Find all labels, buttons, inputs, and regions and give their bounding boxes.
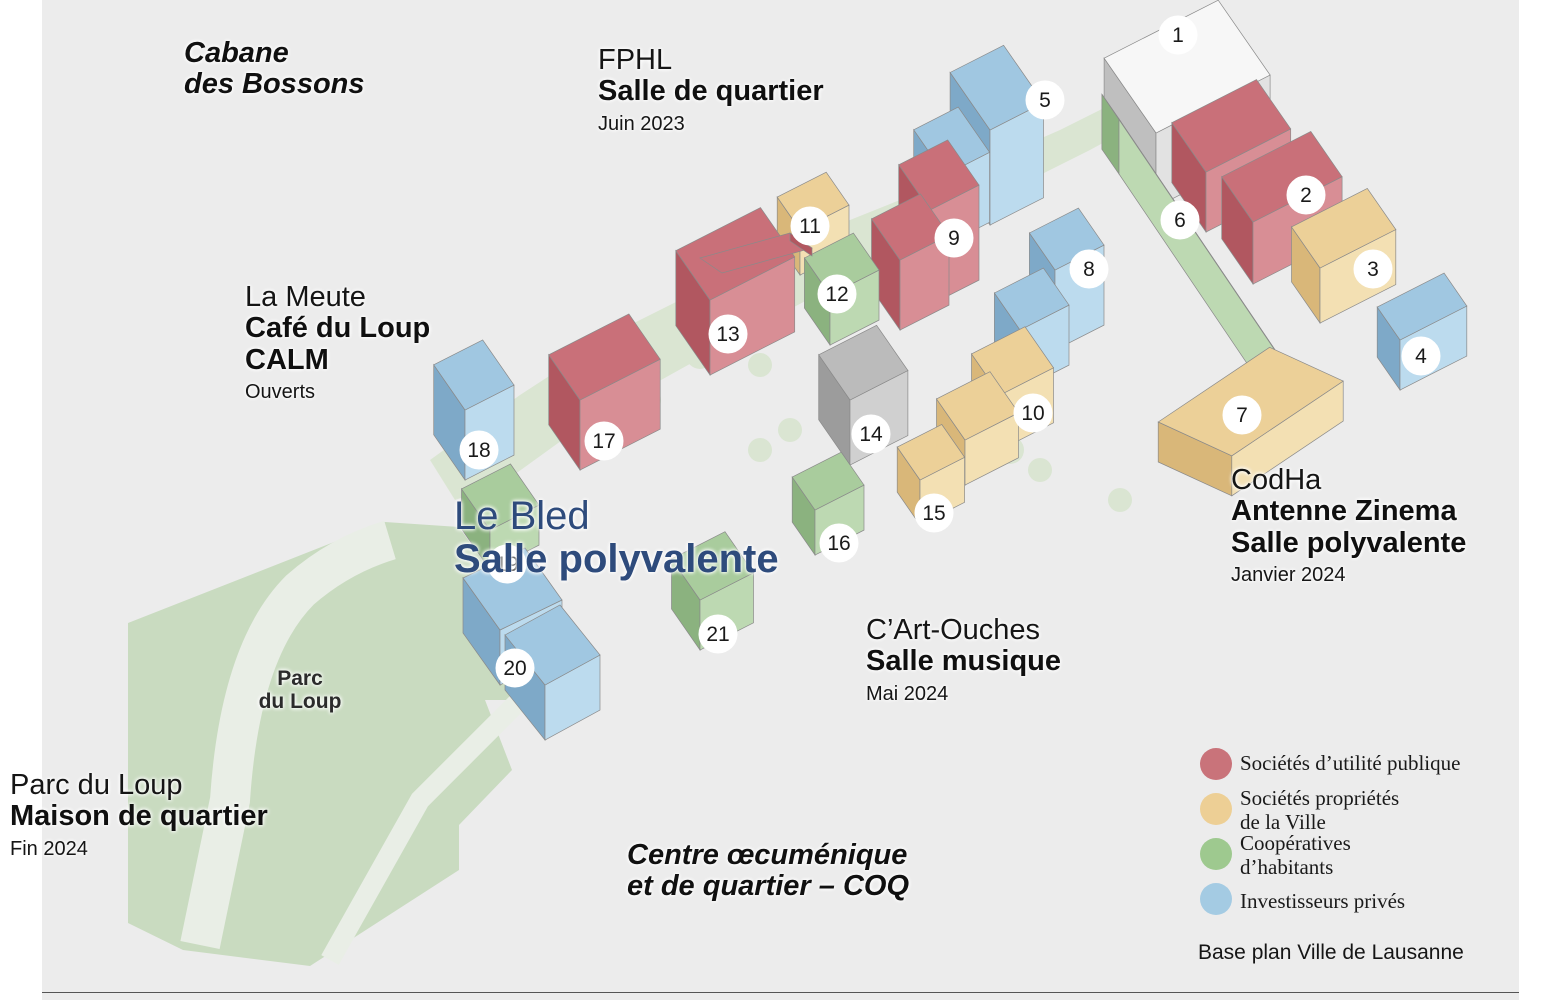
svg-text:10: 10	[1021, 402, 1044, 425]
svg-text:18: 18	[467, 439, 490, 462]
svg-text:9: 9	[948, 227, 960, 250]
svg-text:13: 13	[716, 323, 739, 346]
svg-text:15: 15	[922, 502, 945, 525]
svg-text:1: 1	[1172, 24, 1184, 47]
svg-text:21: 21	[706, 623, 729, 646]
svg-text:17: 17	[592, 430, 615, 453]
svg-text:20: 20	[503, 657, 526, 680]
svg-text:3: 3	[1367, 258, 1379, 281]
svg-text:2: 2	[1300, 184, 1312, 207]
svg-text:6: 6	[1174, 209, 1186, 232]
svg-text:14: 14	[859, 423, 883, 446]
svg-text:16: 16	[827, 532, 850, 555]
svg-text:11: 11	[799, 215, 821, 238]
svg-text:5: 5	[1039, 89, 1051, 112]
svg-text:8: 8	[1083, 258, 1095, 281]
svg-text:7: 7	[1236, 404, 1248, 427]
svg-text:12: 12	[825, 283, 848, 306]
svg-text:4: 4	[1415, 345, 1427, 368]
